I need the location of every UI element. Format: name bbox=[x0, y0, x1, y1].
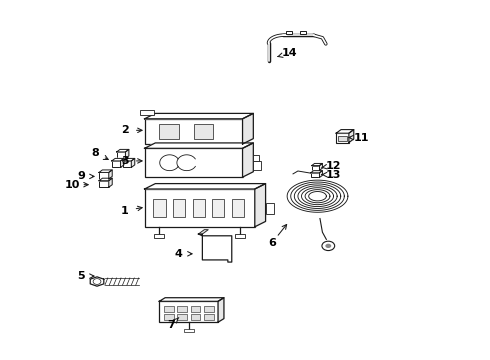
Polygon shape bbox=[349, 130, 354, 143]
Bar bbox=[122, 161, 131, 167]
Polygon shape bbox=[109, 178, 112, 187]
Bar bbox=[266, 203, 274, 213]
Bar bbox=[338, 136, 347, 141]
Polygon shape bbox=[243, 113, 253, 144]
Bar bbox=[311, 173, 319, 177]
Bar bbox=[145, 148, 243, 177]
Bar bbox=[232, 198, 244, 217]
Polygon shape bbox=[198, 230, 208, 234]
Text: 14: 14 bbox=[281, 48, 297, 58]
Text: 5: 5 bbox=[77, 271, 85, 281]
Polygon shape bbox=[117, 149, 129, 152]
Text: 11: 11 bbox=[354, 132, 369, 143]
Bar bbox=[99, 172, 109, 179]
Circle shape bbox=[325, 244, 331, 248]
Bar bbox=[253, 161, 261, 170]
Bar bbox=[204, 306, 214, 312]
Polygon shape bbox=[99, 170, 112, 172]
Polygon shape bbox=[122, 158, 135, 161]
Text: 13: 13 bbox=[325, 170, 341, 180]
Polygon shape bbox=[311, 171, 322, 173]
Bar bbox=[204, 314, 214, 320]
Bar bbox=[145, 189, 255, 227]
Bar bbox=[145, 119, 243, 144]
Polygon shape bbox=[243, 143, 253, 177]
Bar bbox=[193, 198, 205, 217]
Polygon shape bbox=[319, 163, 322, 170]
Text: 3: 3 bbox=[121, 156, 129, 166]
Bar bbox=[300, 31, 306, 34]
Text: 6: 6 bbox=[268, 238, 276, 248]
Polygon shape bbox=[218, 298, 224, 322]
Bar bbox=[177, 314, 187, 320]
Text: 1: 1 bbox=[121, 206, 129, 216]
Text: 7: 7 bbox=[168, 320, 175, 330]
Polygon shape bbox=[145, 113, 253, 119]
Bar bbox=[194, 124, 213, 139]
Bar bbox=[117, 152, 125, 158]
Bar bbox=[336, 133, 349, 143]
Text: 12: 12 bbox=[325, 161, 341, 171]
Text: 2: 2 bbox=[121, 125, 129, 135]
Bar bbox=[159, 124, 179, 139]
Bar bbox=[164, 314, 174, 320]
Polygon shape bbox=[312, 163, 322, 166]
Bar bbox=[191, 306, 200, 312]
Text: 4: 4 bbox=[175, 249, 183, 259]
Bar bbox=[159, 301, 218, 322]
Polygon shape bbox=[90, 277, 104, 286]
Bar bbox=[112, 161, 121, 167]
Polygon shape bbox=[159, 298, 224, 301]
Bar bbox=[191, 314, 200, 320]
Bar bbox=[253, 155, 259, 161]
Polygon shape bbox=[336, 130, 354, 133]
Text: 10: 10 bbox=[65, 180, 80, 190]
Polygon shape bbox=[125, 149, 129, 158]
Bar bbox=[184, 329, 194, 332]
Bar bbox=[99, 181, 109, 187]
Bar bbox=[177, 306, 187, 312]
Polygon shape bbox=[99, 178, 112, 181]
Polygon shape bbox=[121, 158, 124, 167]
Text: 8: 8 bbox=[92, 148, 99, 158]
Polygon shape bbox=[112, 158, 124, 161]
Bar bbox=[153, 198, 166, 217]
Bar bbox=[312, 166, 319, 170]
Text: 9: 9 bbox=[77, 171, 85, 181]
Bar bbox=[164, 306, 174, 312]
Polygon shape bbox=[145, 143, 253, 148]
Bar bbox=[140, 110, 154, 115]
Polygon shape bbox=[145, 184, 266, 189]
Polygon shape bbox=[255, 184, 266, 227]
Bar bbox=[173, 198, 185, 217]
Bar bbox=[212, 198, 224, 217]
Polygon shape bbox=[319, 171, 322, 177]
Polygon shape bbox=[198, 234, 232, 262]
Bar bbox=[235, 234, 245, 238]
Polygon shape bbox=[109, 170, 112, 179]
Bar bbox=[154, 234, 164, 238]
Bar bbox=[286, 31, 292, 34]
Polygon shape bbox=[131, 158, 135, 167]
